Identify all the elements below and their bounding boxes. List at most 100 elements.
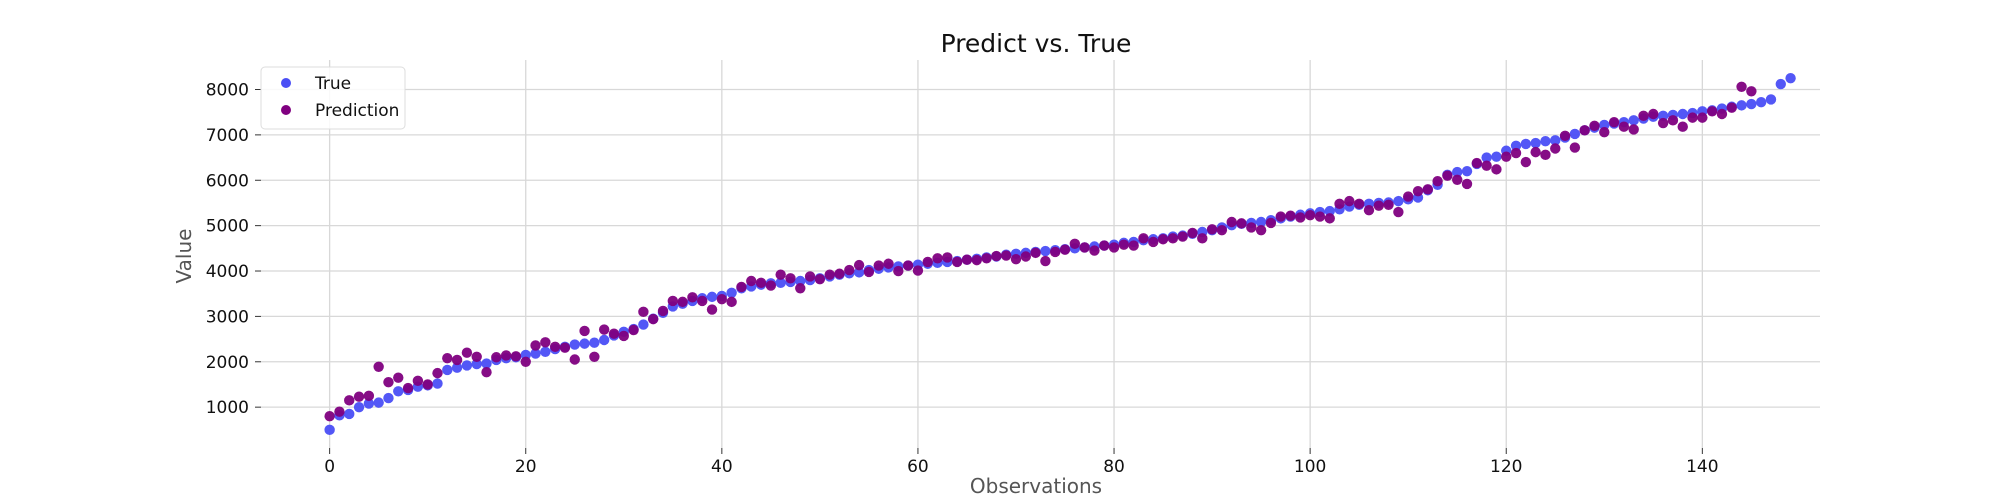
point-prediction [608, 328, 620, 339]
point-prediction [1157, 234, 1169, 245]
point-prediction [618, 330, 629, 342]
point-prediction [1452, 174, 1463, 186]
point-prediction [1206, 224, 1218, 235]
point-prediction [1579, 125, 1590, 136]
point-true [393, 386, 404, 397]
x-tick-label: 80 [1103, 457, 1125, 477]
point-layer [324, 72, 1796, 436]
point-prediction [961, 254, 973, 265]
point-true [1765, 94, 1777, 105]
point-prediction [863, 266, 875, 278]
point-prediction [628, 324, 639, 336]
point-true [1736, 100, 1747, 111]
y-axis-label: Value [172, 229, 196, 284]
point-prediction [1304, 210, 1316, 221]
point-prediction [1295, 212, 1306, 223]
point-prediction [491, 352, 502, 363]
point-true [540, 346, 551, 357]
point-prediction [687, 292, 698, 303]
point-prediction [1638, 110, 1649, 122]
point-prediction [412, 375, 424, 387]
point-prediction [1216, 224, 1228, 236]
point-prediction [942, 252, 953, 263]
point-prediction [344, 395, 355, 406]
point-prediction [1706, 106, 1718, 117]
point-prediction [981, 253, 992, 264]
point-true [432, 378, 443, 389]
point-prediction [500, 350, 512, 361]
point-prediction [1402, 191, 1414, 202]
point-true [853, 267, 865, 278]
point-prediction [883, 258, 894, 269]
point-true [1481, 152, 1492, 163]
point-true [1628, 115, 1639, 126]
point-prediction [471, 351, 482, 362]
point-true [1677, 108, 1688, 120]
y-tick-label: 2000 [206, 353, 249, 373]
point-prediction [1020, 251, 1031, 262]
point-prediction [1177, 231, 1188, 242]
y-tick-label: 1000 [206, 398, 249, 418]
point-prediction [932, 253, 943, 264]
point-prediction [824, 269, 835, 280]
point-prediction [559, 342, 571, 353]
point-prediction [1314, 211, 1326, 222]
y-tick-label: 5000 [206, 217, 249, 237]
point-prediction [775, 269, 786, 280]
point-prediction [549, 341, 561, 353]
point-prediction [334, 406, 345, 417]
point-prediction [363, 390, 375, 402]
point-prediction [1353, 198, 1365, 210]
point-prediction [1197, 233, 1208, 244]
point-prediction [1128, 240, 1139, 251]
point-prediction [1187, 227, 1198, 239]
point-prediction [1442, 170, 1453, 181]
point-prediction [1667, 115, 1679, 126]
point-true [471, 358, 482, 370]
point-prediction [1373, 200, 1384, 211]
point-prediction [1069, 238, 1081, 249]
point-prediction [1559, 130, 1571, 141]
point-true [481, 358, 492, 369]
point-prediction [1334, 198, 1345, 210]
point-true [1540, 136, 1551, 147]
point-prediction [1628, 124, 1639, 135]
x-tick-label: 120 [1490, 457, 1522, 477]
point-prediction [422, 379, 433, 390]
point-prediction [716, 293, 728, 305]
point-prediction [1344, 195, 1355, 207]
point-prediction [1255, 224, 1267, 236]
point-prediction [1589, 120, 1600, 132]
y-tick-label: 3000 [206, 307, 249, 327]
legend-label-prediction: Prediction [315, 101, 399, 121]
point-true [1520, 138, 1532, 150]
y-tick-label: 4000 [206, 262, 249, 282]
x-tick-label: 0 [324, 457, 335, 477]
point-true [1510, 140, 1522, 151]
legend-marker-prediction [281, 105, 291, 115]
point-prediction [1461, 178, 1473, 190]
point-prediction [1030, 247, 1041, 259]
point-prediction [1677, 121, 1688, 132]
point-prediction [648, 313, 659, 325]
point-prediction [1148, 236, 1159, 248]
point-true [530, 348, 541, 359]
point-prediction [1089, 245, 1100, 256]
point-prediction [1393, 206, 1404, 218]
point-prediction [1324, 213, 1335, 224]
point-prediction [1481, 160, 1492, 171]
point-prediction [765, 280, 777, 291]
point-prediction [1275, 211, 1286, 222]
grid-layer [261, 60, 1820, 448]
point-prediction [402, 382, 414, 394]
point-prediction [1716, 108, 1728, 120]
point-prediction [1412, 185, 1424, 197]
point-prediction [1657, 117, 1669, 129]
point-true [353, 401, 365, 413]
point-prediction [1471, 157, 1483, 169]
x-tick-label: 60 [907, 457, 929, 477]
x-tick-label: 140 [1686, 457, 1718, 477]
point-true [1461, 165, 1473, 177]
